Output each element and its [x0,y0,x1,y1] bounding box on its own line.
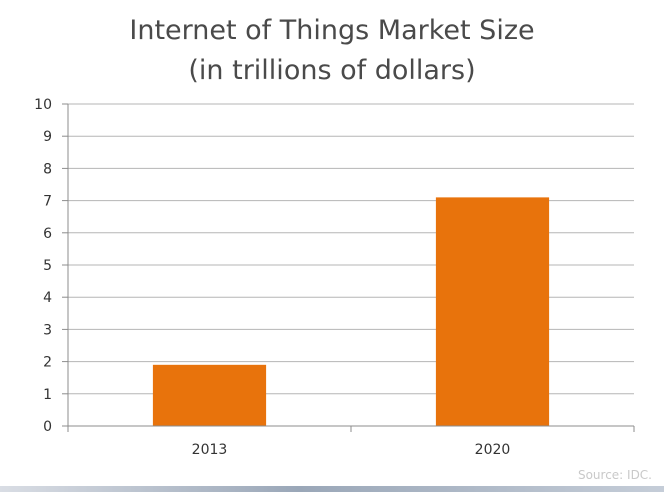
chart-title: Internet of Things Market Size [129,15,535,46]
y-tick-label: 6 [43,226,52,242]
x-tick-label: 2020 [475,442,511,458]
y-tick-label: 10 [34,97,52,113]
bottom-strip [0,486,664,492]
chart-subtitle: (in trillions of dollars) [188,55,476,86]
y-tick-label: 9 [43,129,52,145]
y-tick-label: 0 [43,419,52,435]
y-tick-label: 7 [43,194,52,210]
y-tick-label: 4 [43,290,52,306]
y-tick-label: 8 [43,161,52,177]
bar-2013 [152,364,267,426]
x-tick-label: 2013 [192,442,228,458]
y-tick-label: 1 [43,387,52,403]
bar-2020 [435,197,550,426]
source-note: Source: IDC. [577,468,652,482]
y-tick-label: 3 [43,322,52,338]
y-tick-label: 2 [43,355,52,371]
y-tick-label: 5 [43,258,52,274]
